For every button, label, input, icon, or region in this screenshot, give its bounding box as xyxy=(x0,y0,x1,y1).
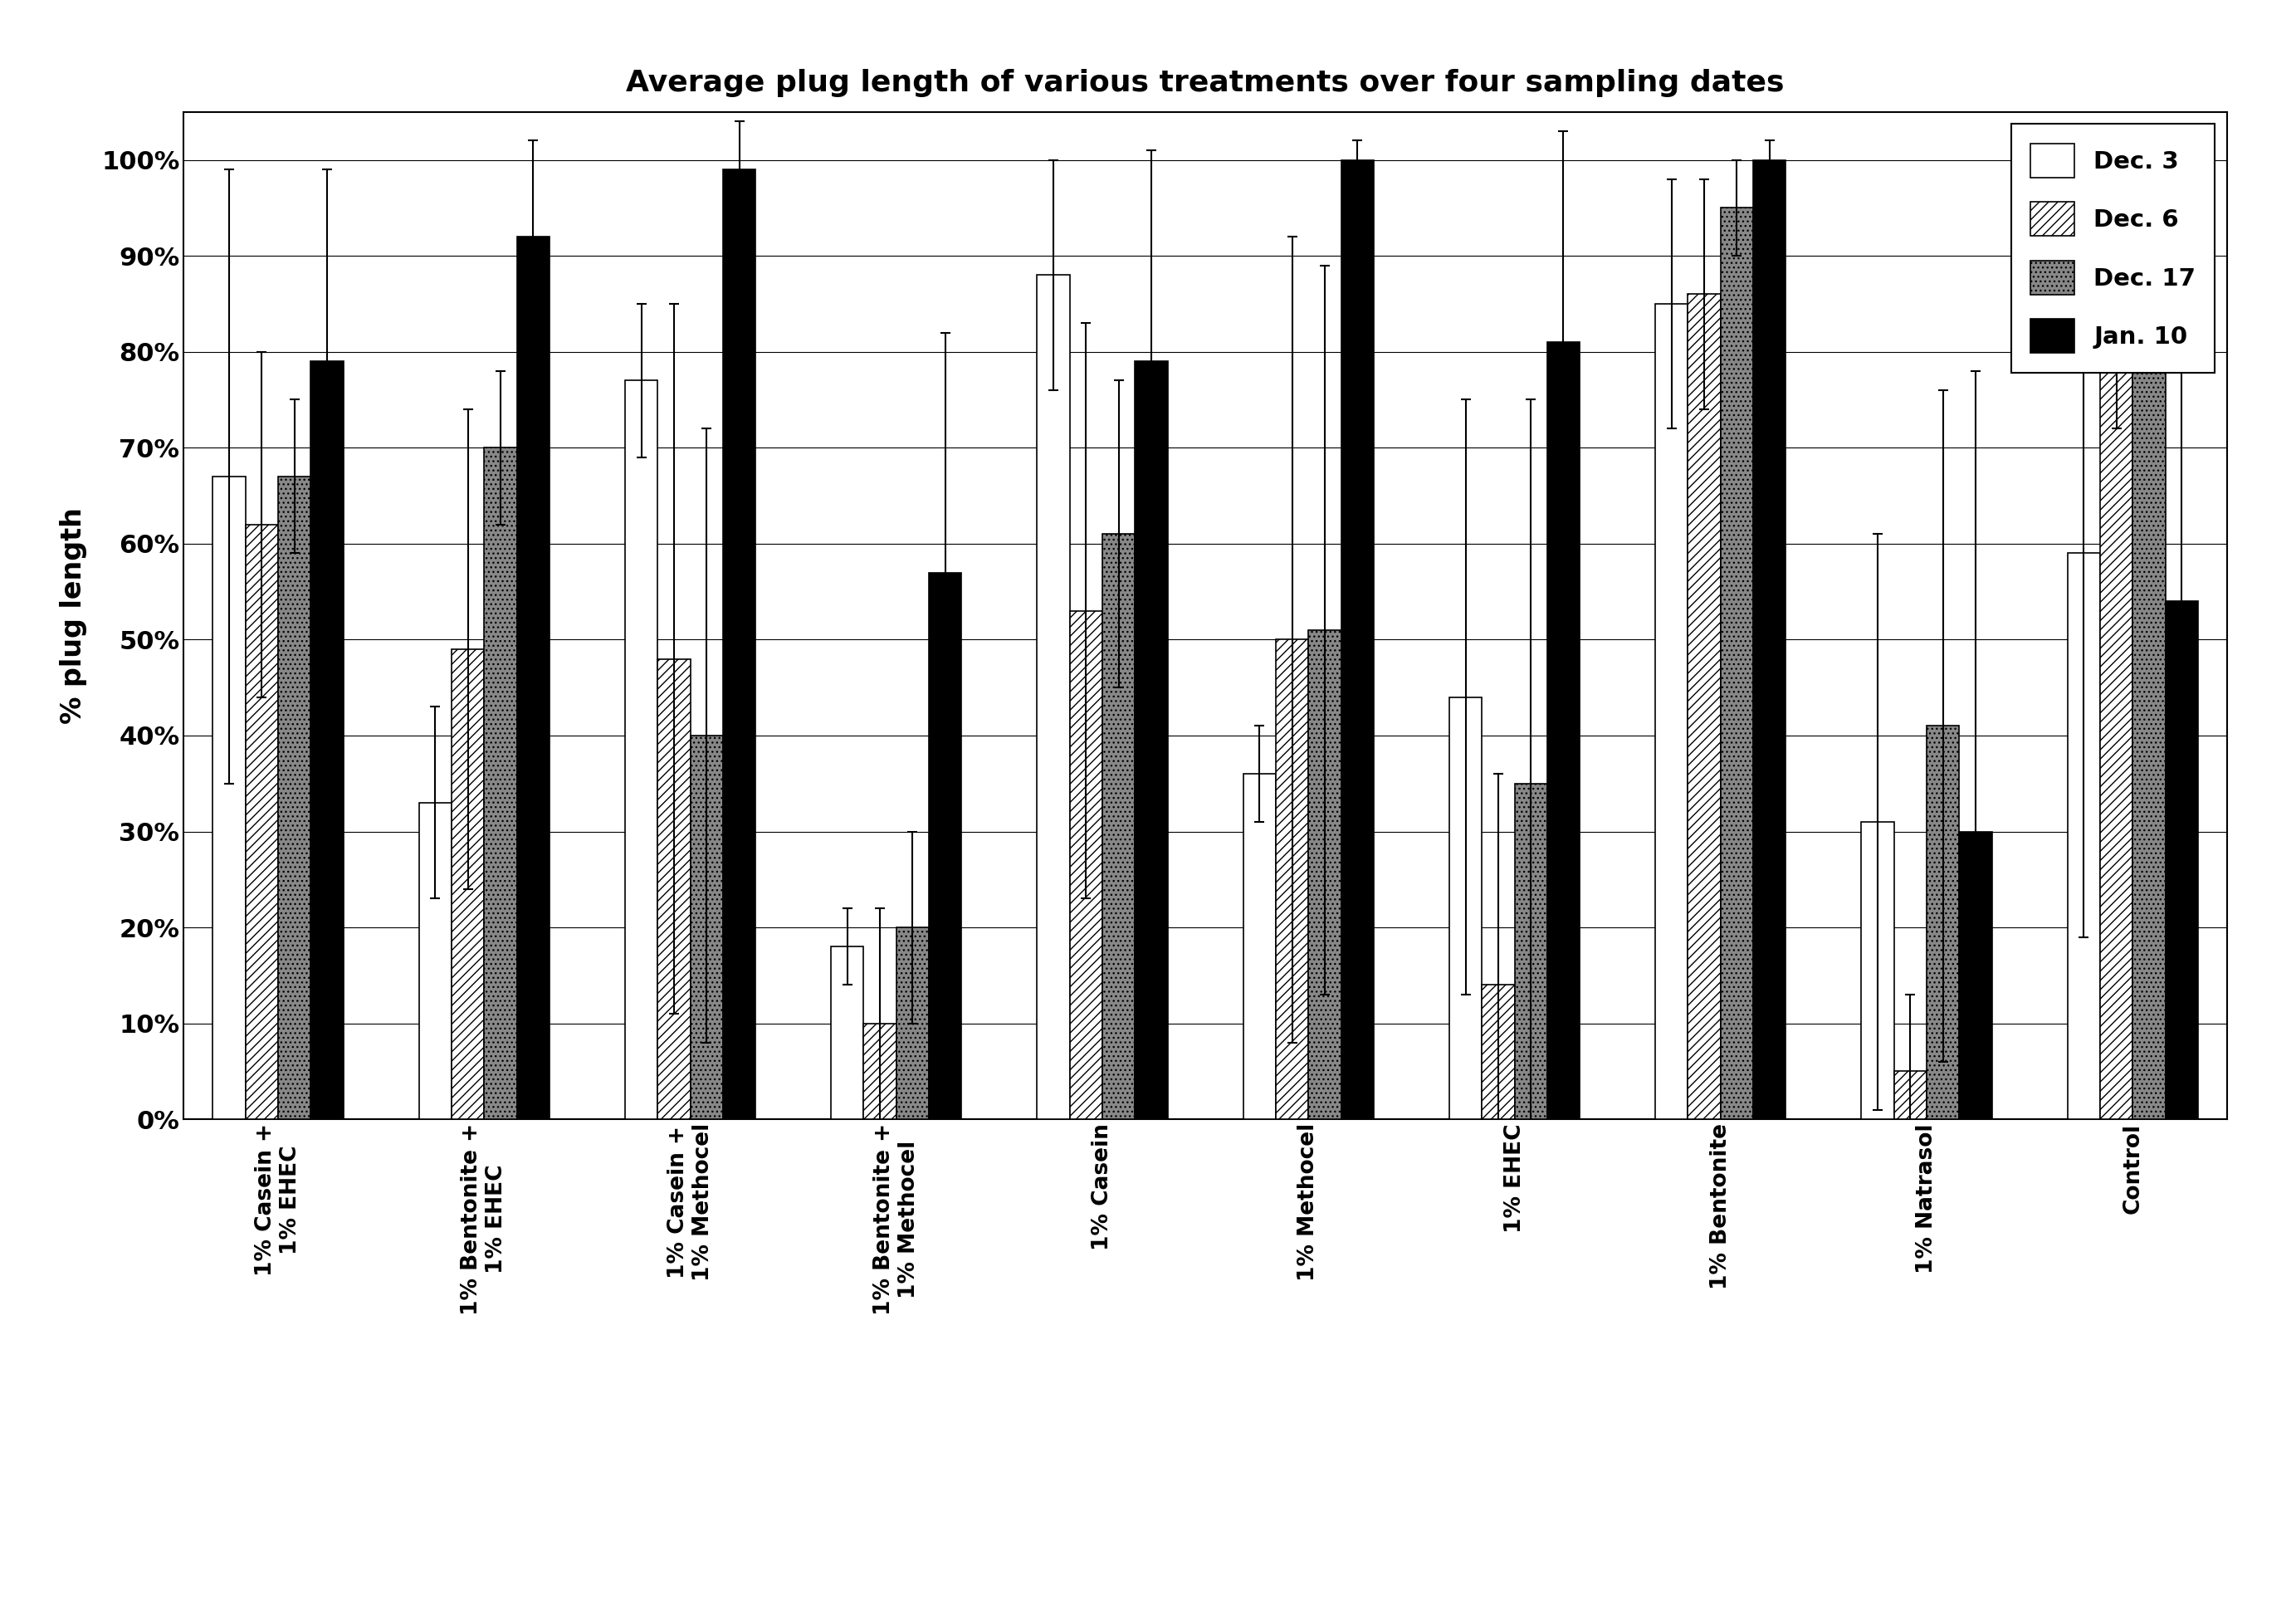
Bar xyxy=(1926,726,1958,1119)
Bar xyxy=(1754,160,1786,1119)
Bar xyxy=(1341,160,1373,1119)
Bar xyxy=(1862,822,1894,1119)
Bar xyxy=(1277,640,1309,1119)
Legend: Dec. 3, Dec. 6, Dec. 17, Jan. 10: Dec. 3, Dec. 6, Dec. 17, Jan. 10 xyxy=(2011,125,2216,373)
Bar xyxy=(625,381,657,1119)
Bar xyxy=(1894,1071,1926,1119)
Bar xyxy=(1038,275,1070,1119)
Bar xyxy=(863,1023,895,1119)
Bar xyxy=(1548,342,1580,1119)
Bar xyxy=(1309,630,1341,1119)
Bar xyxy=(1449,697,1481,1119)
Bar xyxy=(1720,208,1754,1119)
Bar xyxy=(2066,553,2101,1119)
Bar xyxy=(1515,784,1548,1119)
Bar xyxy=(1688,294,1720,1119)
Bar xyxy=(484,448,517,1119)
Bar xyxy=(723,169,755,1119)
Bar xyxy=(2101,333,2133,1119)
Bar xyxy=(310,361,344,1119)
Bar xyxy=(895,927,930,1119)
Bar xyxy=(1102,534,1134,1119)
Bar xyxy=(930,572,962,1119)
Title: Average plug length of various treatments over four sampling dates: Average plug length of various treatment… xyxy=(627,69,1784,98)
Bar xyxy=(831,947,863,1119)
Bar xyxy=(1134,361,1169,1119)
Bar xyxy=(517,237,549,1119)
Y-axis label: % plug length: % plug length xyxy=(60,507,87,724)
Bar xyxy=(691,736,723,1119)
Bar xyxy=(278,477,310,1119)
Bar xyxy=(1958,831,1993,1119)
Bar xyxy=(214,477,246,1119)
Bar xyxy=(2133,256,2165,1119)
Bar xyxy=(657,659,691,1119)
Bar xyxy=(246,524,278,1119)
Bar xyxy=(1242,774,1277,1119)
Bar xyxy=(1481,985,1515,1119)
Bar xyxy=(2165,601,2197,1119)
Bar xyxy=(452,649,484,1119)
Bar xyxy=(1655,304,1688,1119)
Bar xyxy=(418,803,452,1119)
Bar xyxy=(1070,611,1102,1119)
